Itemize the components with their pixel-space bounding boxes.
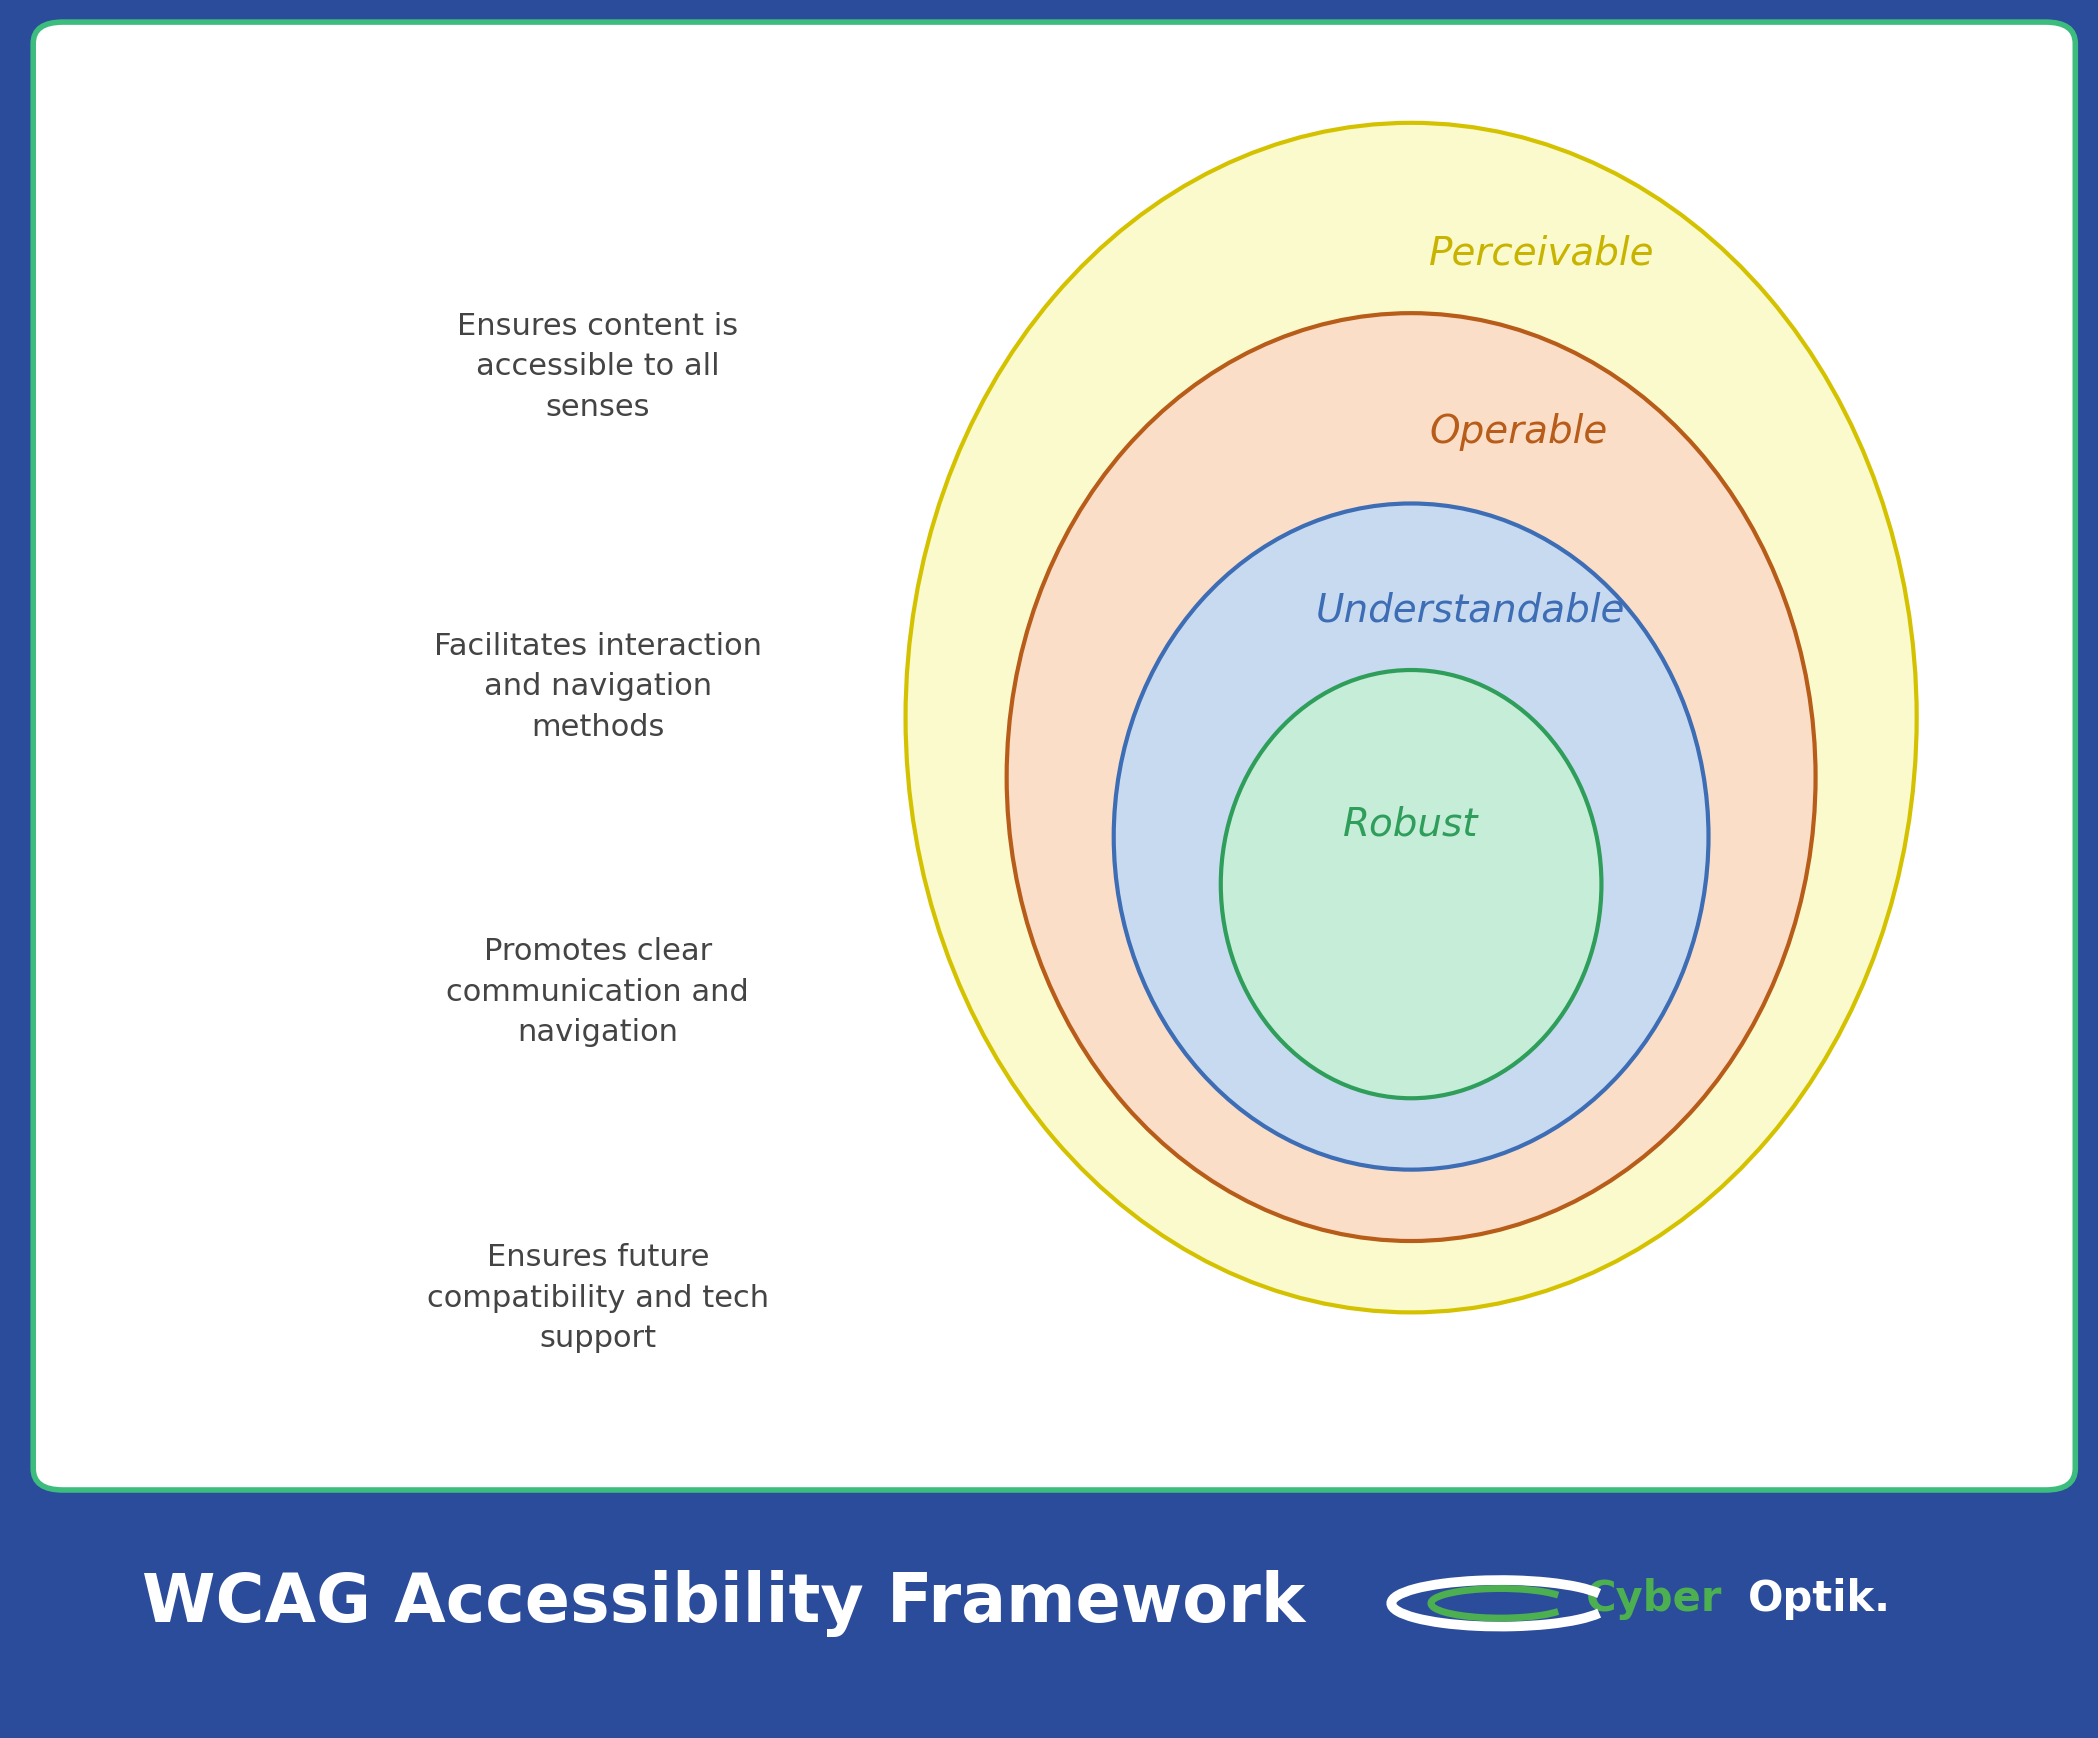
Text: Robust: Robust [1343,806,1479,843]
Text: Promotes clear
communication and
navigation: Promotes clear communication and navigat… [447,937,749,1048]
Text: Understandable: Understandable [1315,591,1626,629]
Text: Facilitates interaction
and navigation
methods: Facilitates interaction and navigation m… [434,631,762,742]
Ellipse shape [1221,671,1601,1098]
Text: Cyber: Cyber [1586,1578,1722,1620]
Text: Ensures content is
accessible to all
senses: Ensures content is accessible to all sen… [457,311,738,422]
Text: Operable: Operable [1429,414,1607,452]
Text: Perceivable: Perceivable [1429,235,1655,273]
Ellipse shape [1007,313,1815,1241]
Text: Optik.: Optik. [1748,1578,1890,1620]
Ellipse shape [1114,504,1708,1170]
Text: WCAG Accessibility Framework: WCAG Accessibility Framework [143,1569,1305,1637]
Text: Ensures future
compatibility and tech
support: Ensures future compatibility and tech su… [426,1243,768,1354]
FancyBboxPatch shape [34,23,2075,1489]
Ellipse shape [906,123,1918,1312]
